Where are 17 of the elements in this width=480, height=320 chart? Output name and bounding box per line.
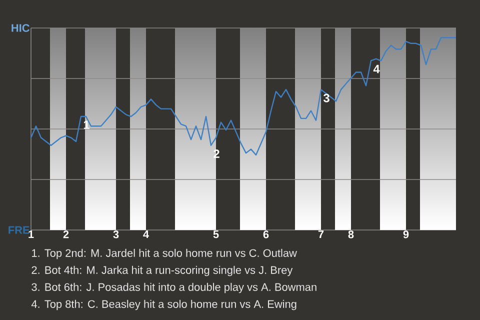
annotation: 4 [373, 64, 380, 74]
text: 4. Top 8th: C. Beasley hit a solo home run vs A. Ewing [31, 300, 296, 310]
x-tick-label: 2 [63, 230, 69, 238]
x-tick-label: 7 [318, 230, 324, 238]
x-tick-label: 8 [348, 230, 354, 238]
x-tick-label: 9 [403, 230, 409, 238]
text: FRE [8, 226, 30, 234]
x-tick-label: 4 [143, 230, 149, 238]
text: 3. Bot 6th: J. Posadas hit into a double play vs A. Bowman [32, 282, 316, 294]
x-tick-label: 5 [213, 230, 219, 238]
text: 2. Bot 4th: M. Jarka hit a run-scoring single vs J. Brey [32, 266, 293, 276]
text: 1. Top 2nd: M. Jardel hit a solo home run vs C. Outlaw [32, 248, 297, 260]
x-tick-label: 3 [113, 230, 119, 238]
text: HIC [12, 24, 30, 32]
annotation: 3 [323, 94, 330, 102]
x-tick-label: 1 [28, 230, 34, 238]
x-tick-label: 6 [263, 230, 269, 238]
